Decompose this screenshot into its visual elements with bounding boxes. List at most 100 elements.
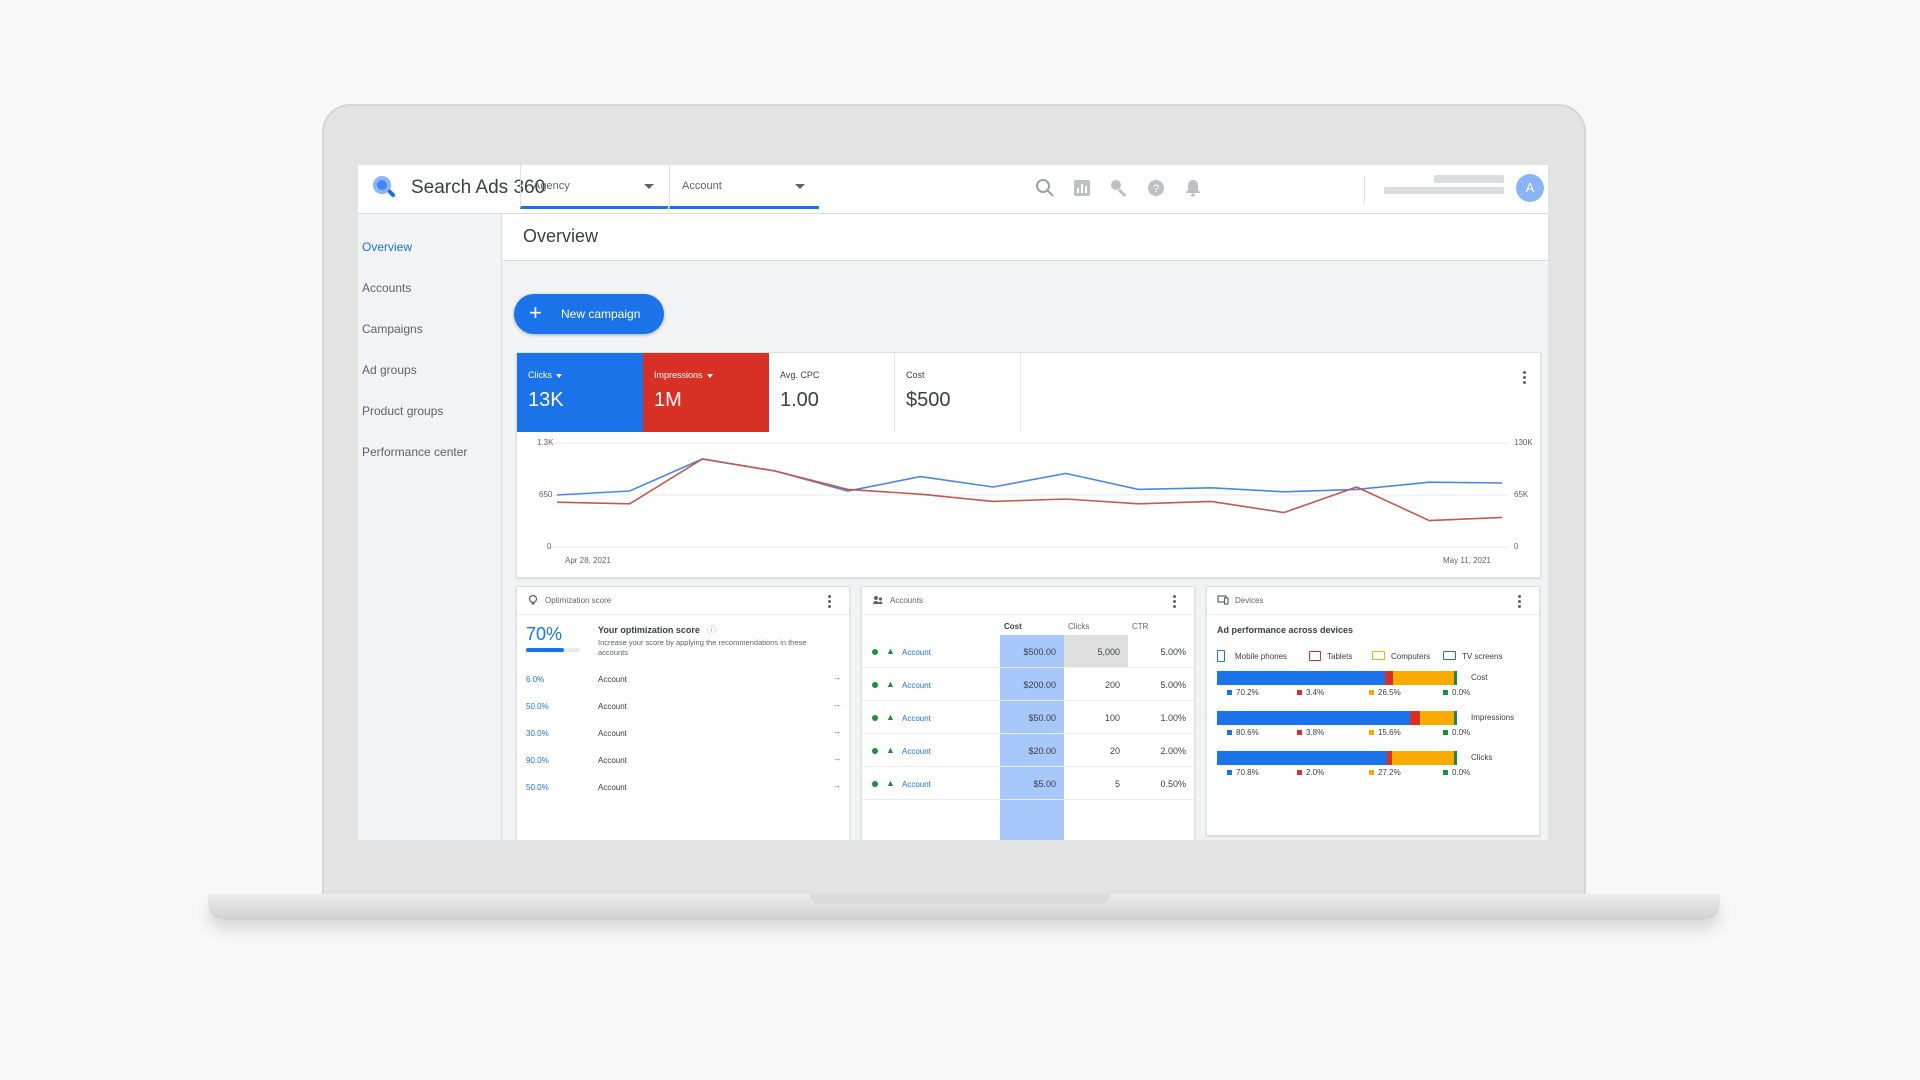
- table-row[interactable]: ▲ Account $200.00 200 5.00%: [862, 668, 1194, 701]
- account-link[interactable]: Account: [902, 780, 931, 789]
- bar-segment-tv-marker: [1453, 671, 1457, 685]
- impressions-metric-selector[interactable]: Impressions: [1471, 713, 1515, 722]
- optimization-heading: Your optimization score: [598, 625, 700, 635]
- legend: Mobile phones Tablets Computers TV scree…: [1217, 650, 1537, 664]
- bar-segment-tv-marker: [1453, 751, 1457, 765]
- notifications-icon[interactable]: [1182, 177, 1204, 199]
- legend-mobile-phones: Mobile phones: [1235, 652, 1288, 661]
- accounts-card-header: Accounts: [862, 587, 1194, 615]
- cost-header-cell[interactable]: Cost: [1000, 615, 1064, 635]
- metric-avg-cpc-value: 1.00: [780, 389, 819, 411]
- legend-swatch: [1443, 730, 1448, 735]
- optimization-row[interactable]: 6.0% Account →: [517, 669, 851, 691]
- more-options-icon[interactable]: [1173, 595, 1177, 610]
- page-header: Overview: [503, 214, 1548, 261]
- sidebar-item-accounts[interactable]: Accounts: [362, 281, 412, 295]
- left-tick-mid: 650: [539, 490, 553, 499]
- row-account: Account: [598, 783, 627, 792]
- row-percent: 30.0%: [526, 729, 549, 738]
- cost-metric-selector[interactable]: Cost: [1471, 673, 1488, 682]
- devices-icon: [1217, 595, 1229, 605]
- ads-logo-icon: ▲: [886, 679, 895, 689]
- optimization-row[interactable]: 50.0% Account →: [517, 696, 851, 718]
- sidebar-item-product-groups[interactable]: Product groups: [362, 404, 444, 418]
- help-icon[interactable]: ?: [1145, 177, 1167, 199]
- performance-line-chart: [551, 442, 1508, 548]
- optimization-row[interactable]: 90.0% Account →: [517, 750, 851, 772]
- table-row[interactable]: ▲ Account $5.00 5 0.50%: [862, 767, 1194, 800]
- more-options-icon[interactable]: [828, 595, 832, 610]
- account-selector[interactable]: Account: [669, 165, 819, 209]
- arrow-right-icon[interactable]: →: [833, 781, 841, 790]
- sidebar-item-performance-center[interactable]: Performance center: [362, 445, 468, 459]
- optimization-description: Increase your score by applying the reco…: [598, 638, 807, 657]
- legend-swatch: [1227, 690, 1232, 695]
- legend-tv-screens: TV screens: [1462, 652, 1503, 661]
- cost-cell: $500.00: [1023, 647, 1056, 657]
- account-link[interactable]: Account: [902, 747, 931, 756]
- table-row[interactable]: ▲ Account $500.00 5,000 5.00%: [862, 635, 1194, 668]
- end-date-label: May 11, 2021: [1443, 556, 1491, 565]
- clicks-header-cell[interactable]: Clicks: [1064, 615, 1128, 635]
- clicks-metric-selector[interactable]: Clicks: [1471, 753, 1493, 762]
- legend-swatch: [1227, 730, 1232, 735]
- metric-clicks[interactable]: Clicks 13K: [517, 353, 643, 432]
- search-icon[interactable]: [1034, 177, 1056, 199]
- account-link[interactable]: Account: [902, 648, 931, 657]
- metric-impressions[interactable]: Impressions 1M: [643, 353, 769, 432]
- bar-segment-tv-marker: [1453, 711, 1457, 725]
- arrow-right-icon[interactable]: →: [833, 673, 841, 682]
- agency-selector[interactable]: Agency: [520, 165, 668, 209]
- data-label: 0.0%: [1452, 728, 1471, 737]
- more-options-icon[interactable]: [1518, 595, 1522, 610]
- mobile-phone-icon: [1217, 650, 1225, 662]
- app-screen: Search Ads 360 Agency Account ?: [358, 165, 1548, 840]
- cost-cell: $20.00: [1028, 746, 1056, 756]
- data-label: 70.2%: [1236, 688, 1259, 697]
- data-label: 3.8%: [1306, 728, 1325, 737]
- tools-icon[interactable]: [1108, 177, 1130, 199]
- ctr-cell: 1.00%: [1160, 713, 1186, 723]
- performance-card: Clicks 13K Impressions 1M Avg. CPC 1.00 …: [516, 352, 1541, 578]
- metric-clicks-value: 13K: [528, 389, 564, 411]
- account-link[interactable]: Account: [902, 714, 931, 723]
- reports-icon[interactable]: [1071, 177, 1093, 199]
- avatar[interactable]: A: [1516, 174, 1544, 202]
- account-link[interactable]: Account: [902, 681, 931, 690]
- app-title: Search Ads 360: [411, 177, 546, 198]
- legend-swatch: [1443, 770, 1448, 775]
- table-row[interactable]: ▲ Account $50.00 100 1.00%: [862, 701, 1194, 734]
- row-percent: 90.0%: [526, 756, 549, 765]
- lightbulb-icon: [528, 594, 538, 605]
- metric-clicks-label: Clicks: [528, 370, 562, 380]
- arrow-right-icon[interactable]: →: [833, 754, 841, 763]
- data-label: 70.8%: [1236, 768, 1259, 777]
- bar-segment: [1386, 751, 1392, 765]
- sidebar-item-campaigns[interactable]: Campaigns: [362, 322, 423, 336]
- search-ads-logo-icon: [373, 176, 396, 198]
- account-name-placeholder: [1434, 175, 1504, 183]
- more-options-icon[interactable]: [1523, 371, 1527, 386]
- table-row[interactable]: ▲ Account $20.00 20 2.00%: [862, 734, 1194, 767]
- arrow-right-icon[interactable]: →: [833, 727, 841, 736]
- sidebar-item-ad-groups[interactable]: Ad groups: [362, 363, 417, 377]
- new-campaign-button[interactable]: + New campaign: [514, 294, 664, 334]
- series-line-impressions: [556, 458, 1503, 522]
- legend-swatch: [1369, 730, 1374, 735]
- optimization-row[interactable]: 30.0% Account →: [517, 723, 851, 745]
- top-bar: Search Ads 360 Agency Account ?: [358, 165, 1548, 214]
- metric-cost[interactable]: Cost $500: [895, 353, 1021, 432]
- toolbar-divider: [1364, 175, 1365, 203]
- legend-swatch: [1227, 770, 1232, 775]
- page-title: Overview: [523, 226, 599, 246]
- data-label: 2.0%: [1306, 768, 1325, 777]
- bar-segment: [1385, 671, 1394, 685]
- ctr-header-cell[interactable]: CTR: [1128, 615, 1194, 635]
- metric-avg-cpc[interactable]: Avg. CPC 1.00: [769, 353, 895, 432]
- optimization-row[interactable]: 50.0% Account →: [517, 777, 851, 799]
- info-icon[interactable]: ⓘ: [707, 625, 717, 635]
- sidebar-item-overview[interactable]: Overview: [362, 240, 413, 254]
- plus-icon: +: [529, 300, 542, 325]
- ads-logo-icon: ▲: [886, 646, 895, 656]
- arrow-right-icon[interactable]: →: [833, 700, 841, 709]
